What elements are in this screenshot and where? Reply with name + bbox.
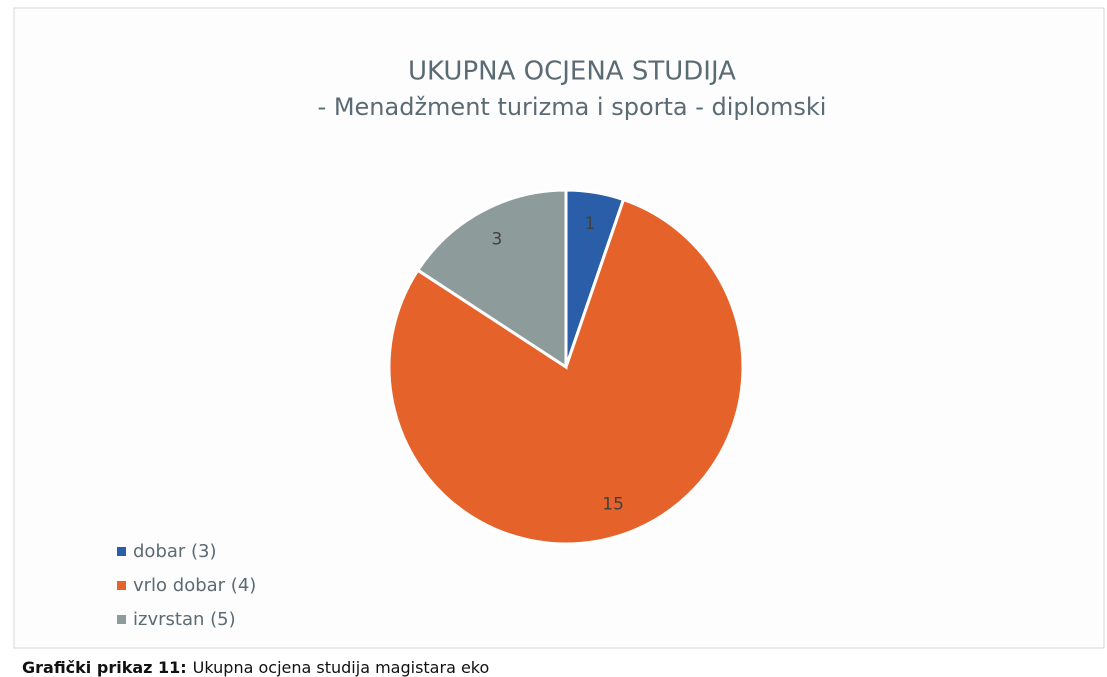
legend-label: dobar (3) — [133, 541, 217, 562]
caption-label: Grafički prikaz 11: — [22, 658, 187, 677]
caption: Grafički prikaz 11: Ukupna ocjena studija… — [22, 658, 489, 677]
legend-label: vrlo dobar (4) — [133, 575, 256, 596]
caption-text: Ukupna ocjena studija magistara eko — [193, 658, 490, 677]
legend-swatch — [117, 615, 126, 624]
legend-swatch — [117, 581, 126, 590]
chart-title: UKUPNA OCJENA STUDIJA — [408, 57, 736, 87]
data-label: 1 — [584, 214, 595, 234]
legend-swatch — [117, 547, 126, 556]
data-label: 3 — [492, 229, 503, 249]
pie-slice — [415, 188, 568, 370]
legend-label: izvrstan (5) — [133, 609, 236, 630]
data-label: 15 — [602, 494, 624, 514]
pie-slice — [387, 197, 745, 546]
chart-subtitle: - Menadžment turizma i sporta - diplomsk… — [318, 93, 827, 121]
